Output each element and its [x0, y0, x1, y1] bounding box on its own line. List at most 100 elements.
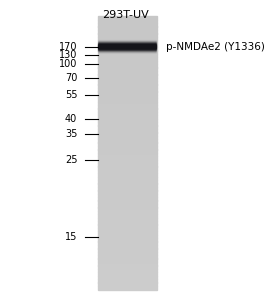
Bar — [98, 46, 156, 47]
Bar — [98, 279, 157, 283]
Bar — [98, 272, 157, 276]
Bar — [98, 228, 157, 232]
Text: 40: 40 — [65, 114, 77, 124]
Bar — [98, 26, 157, 30]
Bar — [98, 64, 157, 68]
Bar — [98, 40, 157, 44]
Bar — [98, 231, 157, 235]
Bar — [98, 262, 157, 266]
Bar — [98, 190, 157, 194]
Bar — [98, 101, 157, 105]
Bar — [98, 259, 157, 262]
Bar — [98, 112, 157, 116]
Bar — [98, 275, 157, 279]
Bar — [98, 245, 157, 248]
Bar — [98, 207, 157, 211]
Bar — [98, 194, 157, 197]
Bar — [98, 204, 157, 208]
Bar — [98, 170, 157, 173]
Bar — [98, 218, 157, 221]
Bar — [98, 265, 157, 269]
Text: 170: 170 — [59, 41, 77, 52]
Bar — [98, 163, 157, 167]
Text: 130: 130 — [59, 50, 77, 60]
Bar — [98, 136, 157, 139]
Bar — [98, 115, 157, 119]
Bar — [98, 146, 157, 150]
Bar — [98, 211, 157, 214]
Bar — [98, 122, 157, 126]
Bar — [98, 248, 157, 252]
Bar — [98, 238, 157, 242]
Bar — [98, 197, 157, 201]
Bar — [98, 57, 157, 61]
Bar — [98, 33, 157, 37]
Bar — [98, 48, 156, 49]
Text: 25: 25 — [65, 154, 77, 165]
Bar — [98, 44, 156, 45]
Bar — [98, 139, 157, 143]
Bar — [98, 214, 157, 218]
Bar — [98, 282, 157, 286]
Bar — [98, 45, 156, 46]
Bar — [98, 108, 157, 112]
Text: 15: 15 — [65, 232, 77, 242]
Bar — [98, 81, 157, 85]
Bar — [98, 40, 156, 41]
Bar — [98, 125, 157, 129]
Bar — [98, 98, 157, 102]
Bar — [98, 51, 156, 52]
Bar — [98, 235, 157, 238]
Bar — [98, 252, 157, 255]
Bar — [98, 47, 157, 51]
Bar — [98, 173, 157, 177]
Bar — [98, 20, 157, 23]
Bar — [98, 49, 156, 50]
Bar — [98, 255, 157, 259]
Bar — [98, 37, 157, 41]
Bar — [98, 44, 157, 47]
Bar — [98, 183, 157, 187]
Text: 70: 70 — [65, 73, 77, 83]
Bar — [98, 95, 157, 98]
Bar — [98, 118, 157, 122]
Bar — [98, 47, 156, 48]
Bar — [98, 286, 157, 290]
Bar — [98, 91, 157, 95]
Bar — [98, 54, 157, 57]
Bar — [98, 269, 157, 272]
Bar — [98, 42, 156, 43]
Bar — [98, 105, 157, 109]
Bar — [98, 132, 157, 136]
Text: 100: 100 — [59, 58, 77, 69]
Bar — [98, 200, 157, 204]
Bar — [98, 23, 157, 27]
Bar — [98, 153, 157, 156]
Bar — [98, 242, 157, 245]
Bar — [98, 71, 157, 74]
Text: 293T-UV: 293T-UV — [102, 11, 149, 20]
Bar — [98, 41, 156, 42]
Bar — [98, 68, 157, 71]
Bar — [98, 16, 157, 20]
Text: 55: 55 — [65, 90, 77, 100]
Bar — [98, 180, 157, 184]
Bar — [98, 50, 157, 54]
Bar — [98, 156, 157, 160]
Text: p-NMDAe2 (Y1336): p-NMDAe2 (Y1336) — [166, 41, 264, 52]
Bar — [98, 149, 157, 153]
Bar — [98, 52, 156, 53]
Bar — [98, 142, 157, 146]
Bar — [98, 187, 157, 190]
Text: 35: 35 — [65, 129, 77, 140]
Bar — [98, 177, 157, 180]
Bar — [98, 84, 157, 88]
Bar — [98, 50, 156, 51]
Bar — [98, 78, 157, 81]
Bar — [98, 88, 157, 92]
Bar — [98, 61, 157, 64]
Bar — [98, 129, 157, 133]
Bar — [98, 160, 157, 163]
Bar — [98, 166, 157, 170]
Bar — [98, 30, 157, 34]
